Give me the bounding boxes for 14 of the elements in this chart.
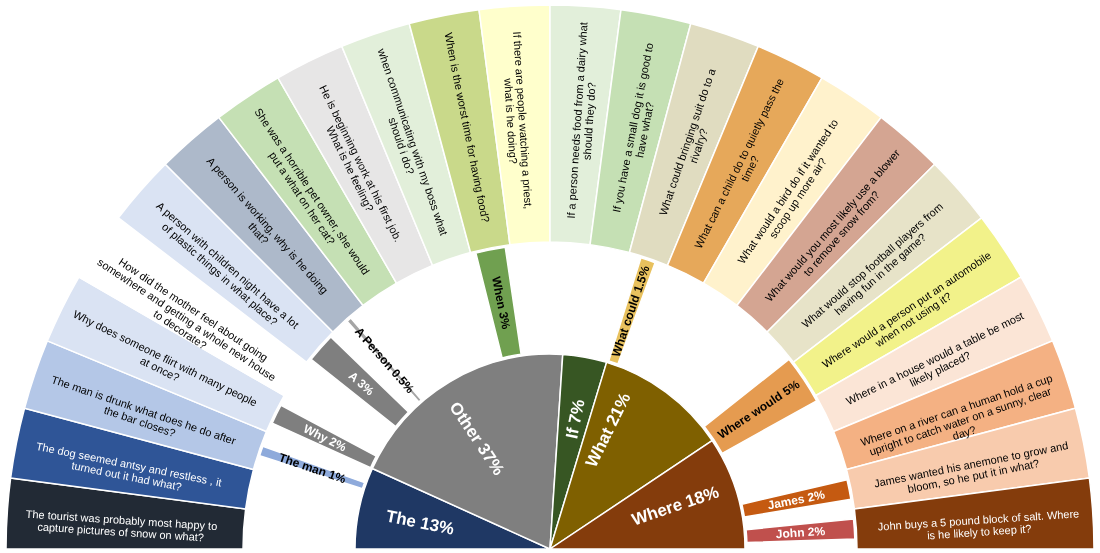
data-label: Where 18% bbox=[629, 482, 722, 530]
data-label: James 2% bbox=[766, 487, 827, 513]
data-label: What could 1.5% bbox=[608, 263, 653, 359]
data-label: When 3% bbox=[488, 275, 514, 331]
data-label: The 13% bbox=[384, 506, 456, 539]
category-label: The tourist was probably most happy to capture pictures of snow on what? bbox=[25, 507, 218, 544]
category-label: The dog seemed antsy and restless , it turned out it had what? bbox=[35, 439, 223, 493]
category-label: If there are people watching a priest, what is he doing? bbox=[502, 31, 535, 210]
data-label: John 2% bbox=[775, 523, 826, 542]
category-label: John buys a 5 pound block of salt. Where is he likely to keep it? bbox=[877, 507, 1080, 542]
category-label: If a person needs food from a dairy what should they do? bbox=[564, 21, 598, 219]
data-label: A 3% bbox=[345, 368, 378, 399]
data-label: If 7% bbox=[562, 397, 589, 441]
category-label: If you have a small dog it is good to have what? bbox=[610, 41, 656, 214]
